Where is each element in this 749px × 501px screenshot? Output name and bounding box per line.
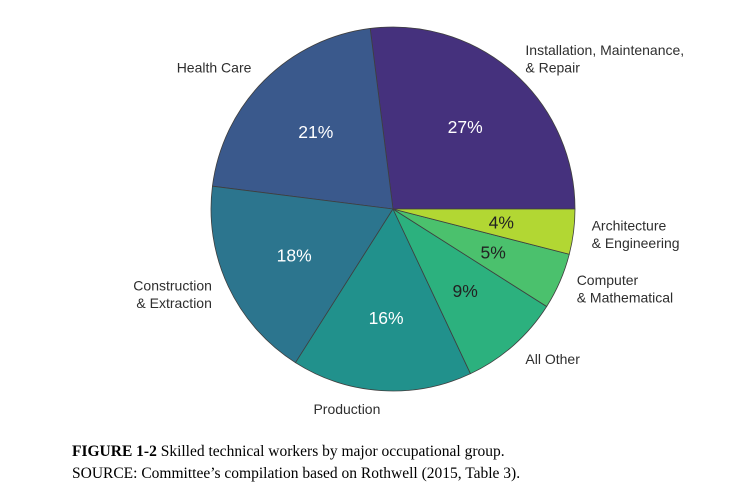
figure-title: Skilled technical workers by major occup… [160, 443, 505, 460]
pct-label-construction-extraction: 18% [277, 246, 312, 266]
figure-caption-block: FIGURE 1-2 Skilled technical workers by … [72, 441, 692, 485]
pie-slice-production [295, 208, 471, 392]
pie-slice-construction-extraction [210, 185, 394, 364]
category-label-all-other: All Other [525, 351, 580, 367]
figure-number: FIGURE 1-2 [72, 443, 157, 460]
pie-slice-architecture-engineering [392, 208, 576, 255]
chart-area: 27% Installation, Maintenance, & Repair 21%… [133, 26, 684, 417]
category-label-computer-mathematical: Computer & Mathematical [577, 272, 673, 306]
category-label-production: Production [313, 401, 380, 417]
pct-label-installation-maintenance-repair: 27% [448, 117, 483, 137]
pct-label-computer-mathematical: 5% [481, 242, 506, 262]
pct-label-health-care: 21% [298, 122, 333, 142]
pct-label-production: 16% [369, 308, 404, 328]
pie-slice-installation-maintenance-repair [369, 26, 576, 210]
category-label-installation-maintenance-repair: Installation, Maintenance, & Repair [525, 42, 684, 76]
pct-label-all-other: 9% [453, 281, 478, 301]
category-label-health-care: Health Care [177, 59, 252, 75]
category-label-construction-extraction: Construction & Extraction [133, 278, 212, 312]
figure-caption-line: FIGURE 1-2 Skilled technical workers by … [72, 441, 692, 463]
pie-chart: 27% Installation, Maintenance, & Repair 21%… [133, 26, 684, 417]
pie-slice-health-care [212, 28, 394, 210]
category-label-architecture-engineering: Architecture & Engineering [592, 217, 680, 251]
figure-source: SOURCE: Committee’s compilation based on… [72, 465, 521, 482]
pie-slice-all-other [392, 208, 548, 375]
pct-label-architecture-engineering: 4% [489, 213, 514, 233]
